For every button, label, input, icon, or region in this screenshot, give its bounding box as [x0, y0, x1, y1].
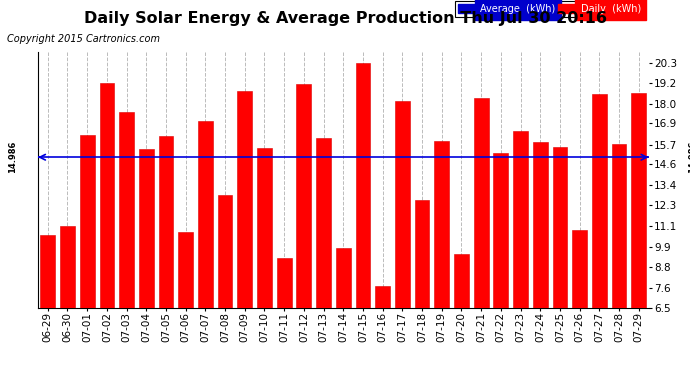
Bar	[178, 232, 193, 375]
Bar	[277, 258, 292, 375]
Bar	[218, 195, 233, 375]
Legend: Average  (kWh), Daily  (kWh): Average (kWh), Daily (kWh)	[455, 1, 644, 17]
Bar	[611, 144, 627, 375]
Bar	[60, 226, 75, 375]
Bar	[355, 63, 371, 375]
Bar	[41, 235, 55, 375]
Bar	[159, 136, 173, 375]
Bar	[99, 83, 115, 375]
Bar	[454, 255, 469, 375]
Bar	[375, 285, 390, 375]
Bar	[493, 153, 509, 375]
Bar	[572, 230, 587, 375]
Bar	[395, 101, 410, 375]
Text: 14.986: 14.986	[689, 141, 690, 173]
Bar	[316, 138, 331, 375]
Bar	[474, 98, 489, 375]
Bar	[119, 111, 134, 375]
Bar	[257, 148, 272, 375]
Bar	[297, 84, 311, 375]
Text: 14.986: 14.986	[8, 141, 17, 173]
Bar	[513, 130, 528, 375]
Text: Daily Solar Energy & Average Production Thu Jul 30 20:16: Daily Solar Energy & Average Production …	[83, 11, 607, 26]
Bar	[631, 93, 646, 375]
Bar	[336, 248, 351, 375]
Bar	[592, 94, 607, 375]
Bar	[237, 91, 252, 375]
Bar	[533, 142, 548, 375]
Bar	[435, 141, 449, 375]
Bar	[80, 135, 95, 375]
Text: Copyright 2015 Cartronics.com: Copyright 2015 Cartronics.com	[7, 34, 160, 44]
Bar	[415, 200, 429, 375]
Bar	[553, 147, 567, 375]
Bar	[198, 122, 213, 375]
Bar	[139, 149, 154, 375]
